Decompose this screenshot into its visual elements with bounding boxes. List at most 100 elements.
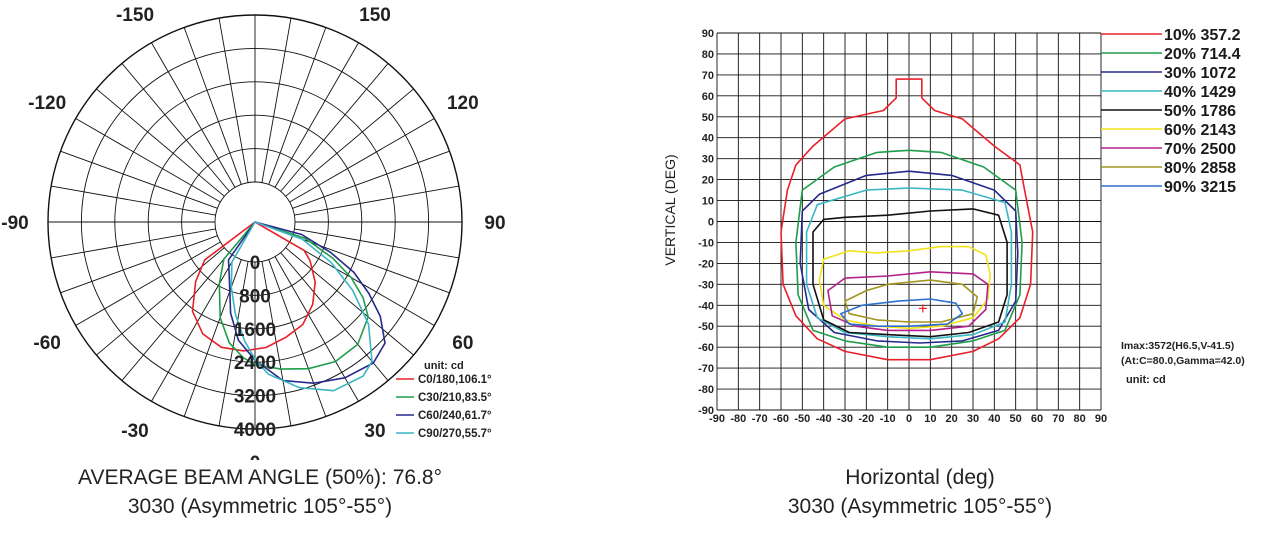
iso-x-tick-label: -10 — [880, 413, 896, 425]
iso-contour-2 — [799, 170, 1019, 344]
polar-spoke — [96, 88, 225, 197]
polar-angle-label: -120 — [28, 93, 66, 114]
polar-caption: AVERAGE BEAM ANGLE (50%): 76.8° 3030 (As… — [40, 463, 480, 521]
iso-x-tick-label: -80 — [730, 413, 746, 425]
iso-caption: Horizontal (deg) 3030 (Asymmetric 105°-5… — [700, 463, 1140, 521]
iso-y-tick-label: 10 — [702, 196, 714, 208]
polar-radial-tick-label: 2400 — [234, 353, 276, 374]
iso-y-tick-label: -30 — [698, 279, 714, 291]
isocandela-chart: -90 -80 -70 -60 -50 -40 -30 -20 -10 0 10 20 30 40 50 60… — [662, 27, 1245, 425]
iso-legend-entry: 40% 1429 — [1164, 84, 1236, 101]
polar-legend: unit: cd C0/180,106.1° C30/210,83.5° C60/2… — [396, 360, 492, 440]
iso-y-tick-label: 30 — [702, 154, 714, 166]
iso-y-tick-label: -80 — [698, 384, 714, 396]
polar-spoke — [285, 88, 414, 197]
polar-spoke — [121, 63, 230, 192]
iso-y-tick-label: 50 — [702, 112, 714, 124]
iso-legend-entry: 90% 3215 — [1164, 179, 1236, 196]
iso-y-tick-label: 80 — [702, 49, 714, 61]
polar-spoke — [151, 42, 236, 188]
iso-x-tick-label: -70 — [752, 413, 768, 425]
polar-spoke — [51, 228, 216, 259]
polar-spoke — [60, 235, 218, 294]
polar-series-curve-1 — [218, 221, 369, 370]
iso-contour-0 — [780, 78, 1034, 361]
polar-legend-entry: C90/270,55.7° — [418, 428, 492, 440]
iso-x-tick-label: 20 — [946, 413, 958, 425]
polar-radial-tick-label: 4000 — [234, 420, 276, 441]
polar-radial-tick-label: 0 — [250, 253, 261, 274]
polar-angle-label: -60 — [33, 333, 60, 354]
iso-contour-4 — [812, 208, 1008, 338]
polar-spoke — [292, 150, 450, 209]
iso-contour-5 — [818, 245, 991, 330]
iso-x-tick-label: 30 — [967, 413, 979, 425]
iso-legend-entry: 80% 2858 — [1164, 160, 1236, 177]
iso-legend-entry: 70% 2500 — [1164, 141, 1236, 158]
polar-legend-entry: C30/210,83.5° — [418, 392, 492, 404]
iso-x-tick-label: -50 — [794, 413, 810, 425]
polar-spoke — [121, 252, 230, 381]
polar-radial-tick-label: 1600 — [234, 320, 276, 341]
iso-x-tick-label: 50 — [1010, 413, 1022, 425]
iso-x-tick-label: -30 — [837, 413, 853, 425]
polar-spoke — [294, 185, 459, 216]
polar-spoke — [51, 185, 216, 216]
iso-y-tick-label: 90 — [702, 28, 714, 40]
iso-y-tick-label: -60 — [698, 342, 714, 354]
iso-x-tick-label: -20 — [858, 413, 874, 425]
polar-angle-label: -150 — [116, 5, 154, 26]
iso-x-tick-label: 40 — [988, 413, 1000, 425]
iso-at-label: (At:C=80.0,Gamma=42.0) — [1121, 355, 1245, 367]
iso-annotation: Imax:3572(H6.5,V-41.5) (At:C=80.0,Gamma=… — [1121, 340, 1245, 386]
iso-legend-entry: 20% 714.4 — [1164, 46, 1241, 63]
polar-caption-line1: AVERAGE BEAM ANGLE (50%): 76.8° — [78, 466, 442, 489]
iso-imax-label: Imax:3572(H6.5,V-41.5) — [1121, 340, 1234, 352]
iso-legend: 10% 357.2 20% 714.4 30% 1072 40% 1429 50% 17… — [1101, 27, 1241, 196]
iso-y-tick-label: -90 — [698, 405, 714, 417]
polar-spoke — [274, 42, 359, 188]
polar-spoke — [183, 259, 242, 417]
iso-y-tick-label: -70 — [698, 363, 714, 375]
iso-legend-entry: 30% 1072 — [1164, 65, 1236, 82]
polar-series-curve-2 — [227, 221, 386, 384]
iso-y-tick-label: 70 — [702, 70, 714, 82]
polar-grid — [47, 14, 463, 430]
iso-x-tick-label: 80 — [1074, 413, 1086, 425]
polar-spoke — [285, 247, 414, 356]
iso-x-tick-label: 70 — [1052, 413, 1064, 425]
iso-x-tick-label: 10 — [924, 413, 936, 425]
polar-spoke — [261, 261, 292, 426]
polar-spoke — [151, 256, 236, 402]
polar-angle-label: 150 — [359, 5, 391, 26]
iso-unit-label: unit: cd — [1126, 374, 1166, 386]
polar-spoke — [261, 18, 292, 183]
polar-angle-label: 90 — [484, 213, 505, 234]
polar-spoke — [294, 228, 459, 259]
iso-y-tick-label: 60 — [702, 91, 714, 103]
iso-y-tick-label: -40 — [698, 300, 714, 312]
polar-spoke — [96, 247, 225, 356]
polar-angle-label: -90 — [1, 213, 28, 234]
polar-spoke — [268, 259, 327, 417]
iso-legend-entry: 50% 1786 — [1164, 103, 1236, 120]
polar-spoke — [218, 18, 249, 183]
polar-legend-entry: C0/180,106.1° — [418, 374, 492, 386]
polar-spoke — [280, 63, 389, 192]
iso-x-tick-label: 60 — [1031, 413, 1043, 425]
iso-y-tick-label: -50 — [698, 321, 714, 333]
polar-unit-label: unit: cd — [424, 360, 464, 372]
polar-spoke — [280, 252, 389, 381]
iso-y-tick-label: 20 — [702, 175, 714, 187]
polar-angle-label: -30 — [121, 421, 148, 442]
iso-x-tick-label: -90 — [709, 413, 725, 425]
polar-radial-tick-label: 3200 — [234, 387, 276, 408]
polar-spoke — [75, 118, 221, 203]
iso-grid — [716, 32, 1102, 411]
iso-contour-3 — [805, 187, 1013, 340]
iso-legend-entry: 60% 2143 — [1164, 122, 1236, 139]
polar-curves — [191, 221, 386, 392]
iso-caption-line1: Horizontal (deg) — [845, 466, 995, 489]
polar-spoke — [268, 27, 327, 185]
